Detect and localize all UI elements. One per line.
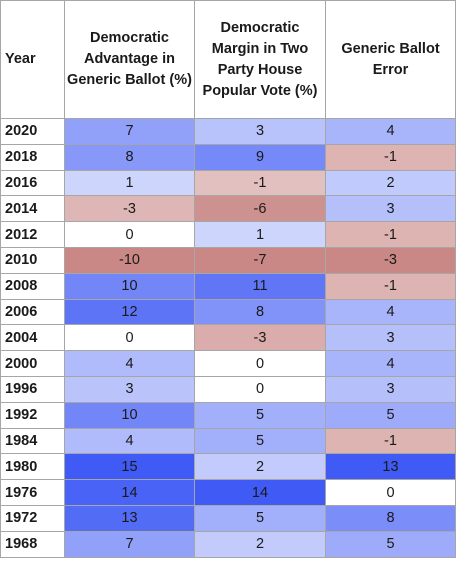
year-cell: 2010 — [0, 246, 65, 274]
democratic-margin-cell: 3 — [194, 118, 326, 145]
democratic-margin-cell: 8 — [194, 298, 326, 326]
generic-ballot-error-cell: 4 — [325, 298, 456, 326]
democratic-advantage-cell: 0 — [64, 324, 195, 352]
democratic-advantage-cell: 1 — [64, 169, 195, 197]
democratic-margin-cell: 5 — [194, 504, 326, 532]
generic-ballot-error-cell: 4 — [325, 118, 456, 145]
democratic-advantage-cell: 10 — [64, 272, 195, 300]
democratic-advantage-cell: 7 — [64, 530, 195, 558]
table-row: 2018 8 9 -1 — [0, 143, 456, 171]
democratic-margin-cell: 1 — [194, 221, 326, 248]
democratic-advantage-cell: 4 — [64, 350, 195, 377]
democratic-advantage-cell: -3 — [64, 195, 195, 223]
table-row: 1984 4 5 -1 — [0, 427, 456, 455]
generic-ballot-error-cell: 3 — [325, 195, 456, 223]
generic-ballot-error-cell: -1 — [325, 272, 456, 300]
year-cell: 2000 — [0, 350, 65, 377]
year-cell: 2008 — [0, 272, 65, 300]
democratic-advantage-cell: 7 — [64, 118, 195, 145]
democratic-margin-cell: -1 — [194, 169, 326, 197]
year-cell: 2006 — [0, 298, 65, 326]
generic-ballot-error-cell: 3 — [325, 375, 456, 403]
democratic-advantage-cell: 15 — [64, 453, 195, 481]
democratic-margin-cell: -6 — [194, 195, 326, 223]
democratic-advantage-cell: 4 — [64, 427, 195, 455]
democratic-margin-cell: 5 — [194, 401, 326, 429]
democratic-margin-cell: 11 — [194, 272, 326, 300]
democratic-margin-cell: 5 — [194, 427, 326, 455]
table-row: 1992 10 5 5 — [0, 401, 456, 429]
year-cell: 2004 — [0, 324, 65, 352]
democratic-margin-cell: 2 — [194, 453, 326, 481]
table-row: 1972 13 5 8 — [0, 504, 456, 532]
generic-ballot-error-cell: -1 — [325, 221, 456, 248]
generic-ballot-error-cell: 13 — [325, 453, 456, 481]
table-row: 1980 15 2 13 — [0, 453, 456, 481]
democratic-advantage-cell: -10 — [64, 246, 195, 274]
democratic-margin-cell: 0 — [194, 375, 326, 403]
generic-ballot-error-cell: 2 — [325, 169, 456, 197]
year-cell: 2018 — [0, 143, 65, 171]
democratic-margin-cell: 14 — [194, 479, 326, 506]
table-row: 2008 10 11 -1 — [0, 272, 456, 300]
generic-ballot-error-cell: 5 — [325, 401, 456, 429]
year-cell: 1996 — [0, 375, 65, 403]
table-row: 1968 7 2 5 — [0, 530, 456, 558]
header-democratic-margin: Democratic Margin in Two Party House Pop… — [194, 0, 326, 119]
table-row: 2012 0 1 -1 — [0, 221, 456, 248]
year-cell: 2012 — [0, 221, 65, 248]
table-row: 1996 3 0 3 — [0, 375, 456, 403]
header-year: Year — [0, 0, 65, 119]
year-cell: 1984 — [0, 427, 65, 455]
table-row: 2016 1 -1 2 — [0, 169, 456, 197]
year-cell: 2020 — [0, 118, 65, 145]
democratic-advantage-cell: 3 — [64, 375, 195, 403]
year-cell: 2014 — [0, 195, 65, 223]
header-row: Year Democratic Advantage in Generic Bal… — [0, 0, 456, 119]
democratic-advantage-cell: 14 — [64, 479, 195, 506]
generic-ballot-error-cell: 0 — [325, 479, 456, 506]
democratic-advantage-cell: 0 — [64, 221, 195, 248]
democratic-margin-cell: -3 — [194, 324, 326, 352]
year-cell: 1980 — [0, 453, 65, 481]
year-cell: 2016 — [0, 169, 65, 197]
table-row: 2020 7 3 4 — [0, 118, 456, 145]
table-row: 2006 12 8 4 — [0, 298, 456, 326]
generic-ballot-error-cell: 4 — [325, 350, 456, 377]
header-democratic-advantage: Democratic Advantage in Generic Ballot (… — [64, 0, 195, 119]
generic-ballot-error-cell: 8 — [325, 504, 456, 532]
table-row: 1976 14 14 0 — [0, 479, 456, 506]
democratic-margin-cell: 9 — [194, 143, 326, 171]
democratic-advantage-cell: 8 — [64, 143, 195, 171]
header-generic-ballot-error: Generic Ballot Error — [325, 0, 456, 119]
generic-ballot-error-cell: -3 — [325, 246, 456, 274]
democratic-margin-cell: -7 — [194, 246, 326, 274]
democratic-advantage-cell: 12 — [64, 298, 195, 326]
democratic-advantage-cell: 10 — [64, 401, 195, 429]
table-row: 2004 0 -3 3 — [0, 324, 456, 352]
democratic-margin-cell: 2 — [194, 530, 326, 558]
year-cell: 1976 — [0, 479, 65, 506]
table-row: 2010 -10 -7 -3 — [0, 246, 456, 274]
generic-ballot-error-cell: -1 — [325, 427, 456, 455]
year-cell: 1972 — [0, 504, 65, 532]
table-row: 2014 -3 -6 3 — [0, 195, 456, 223]
democratic-margin-cell: 0 — [194, 350, 326, 377]
table-row: 2000 4 0 4 — [0, 350, 456, 377]
generic-ballot-error-cell: -1 — [325, 143, 456, 171]
table-body: 2020 7 3 4 2018 8 9 -1 2016 1 -1 2 2014 -3 -6 3 2012 0 1 -1… — [0, 118, 456, 558]
year-cell: 1968 — [0, 530, 65, 558]
democratic-advantage-cell: 13 — [64, 504, 195, 532]
generic-ballot-error-cell: 3 — [325, 324, 456, 352]
year-cell: 1992 — [0, 401, 65, 429]
generic-ballot-error-cell: 5 — [325, 530, 456, 558]
